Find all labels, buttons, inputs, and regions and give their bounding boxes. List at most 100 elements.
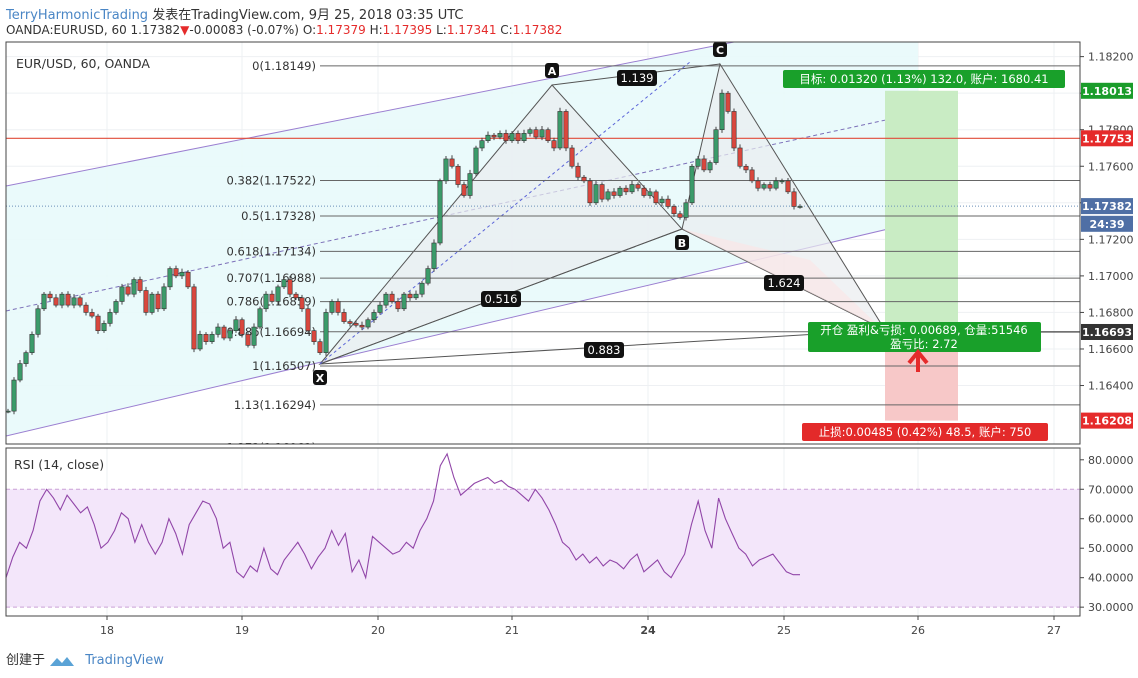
target-box	[783, 70, 1065, 88]
ratio-box-1	[481, 291, 521, 307]
close-label: C:	[500, 23, 513, 37]
candle-body-12	[77, 297, 83, 306]
author-link[interactable]: TerryHarmonicTrading	[6, 8, 149, 23]
candle-body-101	[611, 191, 617, 196]
ratio-box-0	[617, 70, 657, 86]
y-tick-7: 1.16800	[1088, 306, 1134, 319]
candle-body-16	[101, 323, 107, 332]
candle-body-45	[275, 286, 281, 302]
candle-body-44	[269, 293, 275, 302]
rsi-line	[6, 452, 800, 580]
candle-body-55	[335, 301, 341, 313]
point-label-C: C	[716, 44, 724, 57]
point-box-B	[675, 235, 689, 250]
price-tag-0	[1081, 82, 1133, 99]
x-tick-1: 19	[235, 624, 249, 637]
candle-body-57	[347, 321, 353, 324]
price-tag-5	[1081, 412, 1133, 429]
candle-body-65	[395, 301, 401, 310]
candle-body-96	[581, 176, 587, 182]
candle-body-68	[413, 293, 419, 299]
x-tick-3: 21	[505, 624, 519, 637]
y-tick-3: 1.17600	[1088, 160, 1134, 173]
candle-body-33	[203, 334, 209, 342]
candle-body-129	[779, 180, 785, 183]
candle-body-36	[221, 326, 227, 339]
candle-body-22	[137, 279, 143, 291]
y-tick-9: 1.16400	[1088, 380, 1134, 393]
candle-body-6	[41, 293, 47, 310]
entry-box	[808, 322, 1041, 352]
candle-body-100	[605, 191, 611, 200]
footer: 创建于 TradingView	[6, 649, 164, 668]
fib-label-9: 1.272(1.16061)	[227, 440, 316, 454]
fib-label-3: 0.618(1.17134)	[227, 244, 316, 258]
candle-body-41	[251, 326, 257, 346]
candle-body-2	[17, 363, 23, 381]
candle-body-8	[53, 297, 59, 306]
rsi-y-tick-0: 80.0000	[1088, 454, 1134, 467]
candle-body-43	[263, 293, 269, 310]
y-tick-5: 1.17200	[1088, 233, 1134, 246]
rsi-y-tick-1: 70.0000	[1088, 483, 1134, 496]
candle-body-29	[179, 271, 185, 277]
candle-body-127	[767, 184, 773, 189]
candle-body-124	[749, 169, 755, 182]
candle-body-64	[389, 293, 395, 302]
price-tag-3	[1081, 215, 1133, 232]
fib-label-7: 1(1.16507)	[252, 359, 316, 373]
candle-body-61	[371, 312, 377, 321]
candle-body-21	[131, 279, 137, 295]
candle-body-86	[521, 133, 527, 141]
candle-body-34	[209, 334, 215, 342]
main-pane-border	[5, 41, 1081, 445]
candle-body-83	[503, 133, 509, 141]
candle-body-131	[791, 191, 797, 207]
candle-body-120	[725, 92, 731, 112]
candle-body-18	[113, 301, 119, 313]
candle-body-119	[719, 92, 725, 131]
low-label: L:	[436, 23, 447, 37]
candle-body-122	[737, 147, 743, 167]
candle-body-128	[773, 180, 779, 189]
candle-body-105	[635, 184, 641, 189]
x-tick-5: 25	[777, 624, 791, 637]
candle-body-97	[587, 180, 593, 204]
fib-label-8: 1.13(1.16294)	[234, 398, 316, 412]
price-tag-label-3: 24:39	[1089, 218, 1124, 231]
target-label: 目标: 0.01320 (1.13%) 132.0, 账户: 1680.41	[799, 72, 1048, 86]
candle-body-70	[425, 268, 431, 284]
candle-body-39	[239, 319, 245, 335]
price-tag-label-1: 1.17753	[1082, 132, 1132, 145]
ohlc-line: OANDA:EURUSD, 60 1.17382▼-0.00083 (-0.07…	[6, 23, 562, 37]
main-title: EUR/USD, 60, OANDA	[16, 56, 150, 71]
candle-body-38	[233, 319, 239, 332]
candle-body-49	[299, 297, 305, 310]
candle-body-90	[545, 129, 551, 141]
candle-body-14	[89, 312, 95, 317]
candle-body-56	[341, 312, 347, 322]
rsi-y-tick-3: 50.0000	[1088, 542, 1134, 555]
candle-body-17	[107, 312, 113, 324]
candle-body-50	[305, 308, 311, 332]
candle-body-78	[473, 147, 479, 174]
candle-body-85	[515, 133, 521, 141]
candle-body-46	[281, 279, 287, 288]
candle-body-25	[155, 293, 161, 310]
candle-body-0	[6, 410, 11, 413]
rsi-y-tick-4: 40.0000	[1088, 572, 1134, 585]
point-box-C	[713, 42, 727, 57]
candle-body-130	[785, 180, 791, 193]
candle-body-63	[383, 293, 389, 306]
candle-body-118	[713, 129, 719, 163]
candle-body-113	[683, 202, 689, 218]
candle-body-59	[359, 324, 365, 328]
candle-body-71	[431, 242, 437, 269]
candle-body-132	[797, 206, 803, 208]
high-value: 1.17395	[382, 23, 433, 37]
brand-link[interactable]: TradingView	[85, 653, 164, 668]
candle-body-52	[317, 341, 323, 353]
high-label: H:	[369, 23, 383, 37]
y-tick-6: 1.17000	[1088, 270, 1134, 283]
